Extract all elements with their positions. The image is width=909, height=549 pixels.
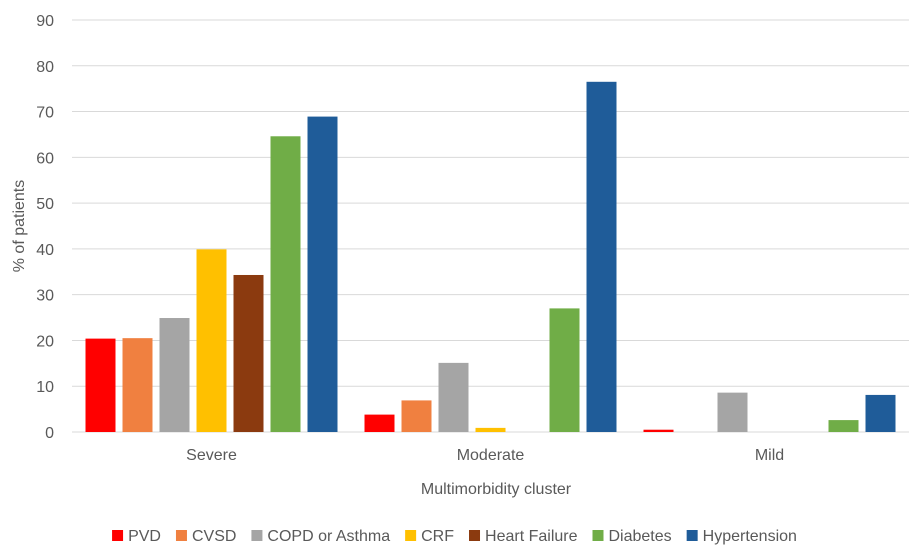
bar <box>549 308 580 432</box>
y-tick-label: 90 <box>36 13 54 30</box>
bar <box>85 338 116 432</box>
legend-swatch <box>686 530 698 541</box>
bar <box>717 392 748 432</box>
legend-item: CVSD <box>175 528 236 545</box>
legend-label: Heart Failure <box>485 528 578 545</box>
bar <box>122 338 153 432</box>
legend-swatch <box>175 530 187 541</box>
legend-label: CVSD <box>192 528 236 545</box>
bars <box>85 81 896 433</box>
bar <box>401 400 432 432</box>
y-axis-ticks: 0 10 20 30 40 50 60 70 80 90 <box>36 13 54 442</box>
y-tick-label: 0 <box>45 425 54 442</box>
bar <box>828 420 859 432</box>
y-axis-title: % of patients <box>11 180 28 273</box>
bar <box>196 249 227 432</box>
legend-item: Heart Failure <box>469 528 578 545</box>
y-tick-label: 80 <box>36 59 54 76</box>
legend-label: COPD or Asthma <box>267 528 390 545</box>
legend-label: Diabetes <box>609 528 672 545</box>
y-tick-label: 60 <box>36 150 54 167</box>
legend-item: Diabetes <box>592 528 672 545</box>
legend-item: CRF <box>405 528 454 545</box>
legend-item: COPD or Asthma <box>251 528 390 545</box>
x-axis-ticks: Severe Moderate Mild <box>186 447 784 464</box>
x-tick-label: Moderate <box>457 447 525 464</box>
y-tick-label: 70 <box>36 105 54 122</box>
legend-swatch <box>592 530 604 541</box>
legend-swatch <box>469 530 481 541</box>
bar <box>438 362 469 432</box>
y-tick-label: 50 <box>36 196 54 213</box>
y-tick-label: 10 <box>36 379 54 396</box>
bar <box>586 81 617 433</box>
bar <box>270 136 301 432</box>
legend-swatch <box>405 530 417 541</box>
bar <box>159 318 190 432</box>
legend-item: Hypertension <box>686 528 797 545</box>
legend-label: Hypertension <box>703 528 797 545</box>
y-tick-label: 30 <box>36 288 54 305</box>
bar <box>364 414 395 432</box>
y-tick-label: 40 <box>36 242 54 259</box>
legend-swatch <box>112 530 124 541</box>
legend-label: CRF <box>421 528 454 545</box>
bar <box>643 429 674 432</box>
bar <box>475 427 506 432</box>
legend-swatch <box>251 530 263 541</box>
bar <box>233 274 264 432</box>
legend-label: PVD <box>128 528 161 545</box>
x-tick-label: Mild <box>755 447 784 464</box>
x-tick-label: Severe <box>186 447 237 464</box>
bar <box>307 116 338 432</box>
legend-item: PVD <box>112 528 161 545</box>
bar <box>865 394 896 432</box>
legend: PVD CVSD COPD or Asthma CRF Heart Failure Dia… <box>112 528 797 545</box>
y-tick-label: 20 <box>36 333 54 350</box>
x-axis-title: Multimorbidity cluster <box>421 481 572 498</box>
